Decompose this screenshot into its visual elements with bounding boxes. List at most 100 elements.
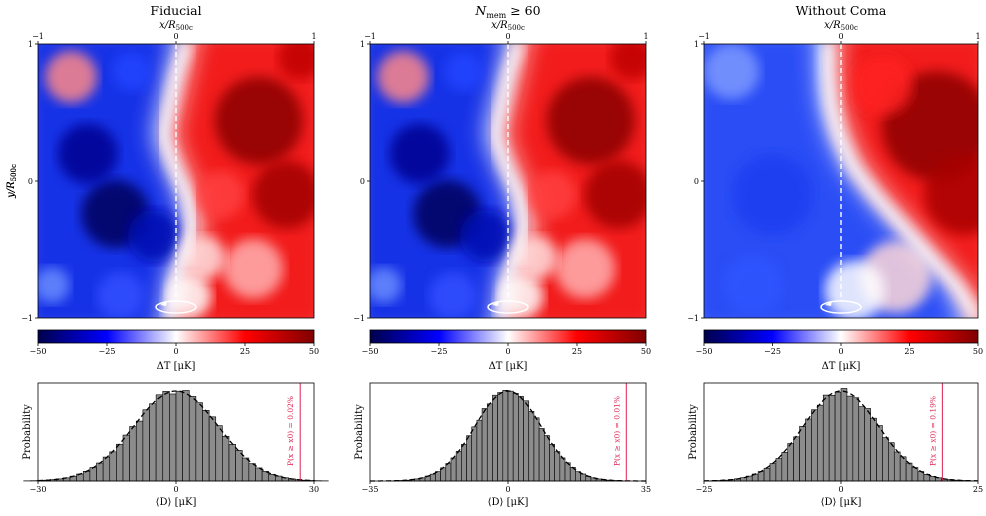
histogram-bar (549, 444, 555, 482)
x-tick-label: 25 (973, 485, 983, 494)
top-x-tick-label: 0 (838, 32, 843, 41)
y-axis-label: Probability (22, 404, 33, 460)
field-structure (252, 160, 314, 229)
histogram-bar (512, 393, 519, 482)
histogram-bar (82, 471, 91, 482)
x-tick-label: 0 (173, 485, 178, 494)
histogram-bar (89, 467, 97, 482)
field-structure (732, 154, 813, 235)
field-structure (852, 55, 913, 116)
histogram-bar (255, 467, 263, 482)
y-tick-label: 1 (360, 40, 365, 49)
histogram-bar (476, 419, 483, 482)
histogram-bar (559, 457, 566, 482)
colorbar-tick-label: −50 (30, 347, 47, 356)
x-axis-label: ⟨D⟩ [μK] (156, 497, 197, 508)
histogram-bar (518, 396, 524, 482)
top-x-tick-label: −1 (698, 32, 710, 41)
probability-annotation: P(x ≥ x0) = 0.19% (928, 396, 937, 466)
x-tick-label: −30 (30, 485, 47, 494)
heatmap-panel-a: Fiducial x/R500c y/R500c −1 0 1 1 0 −1 −50 −25 0 25 5… (6, 3, 319, 372)
histogram-bar (182, 390, 190, 482)
histogram-bar (502, 390, 509, 482)
field-structure (38, 267, 70, 304)
x-tick-label: 0 (505, 485, 510, 494)
field-structure (704, 44, 760, 100)
boundary-ridge (488, 44, 530, 318)
histogram-bar (740, 477, 747, 482)
histogram-bar (828, 395, 836, 482)
field-structure (111, 51, 152, 92)
y-tick-label: 0 (360, 177, 365, 186)
field-structure (370, 267, 402, 304)
field-structure (824, 260, 885, 318)
histogram-bar (538, 428, 545, 482)
field-structure (389, 123, 450, 184)
histogram-bar (116, 443, 124, 482)
temperature-field (704, 44, 978, 318)
histogram-bar (554, 451, 561, 482)
histogram-bar (109, 451, 117, 482)
histogram-bar (455, 451, 462, 482)
colorbar-label: ΔT [μK] (489, 361, 528, 372)
rotation-arrow (825, 301, 832, 307)
histogram-bar (461, 444, 467, 482)
temperature-field (370, 44, 646, 318)
field-structure (546, 76, 635, 165)
histogram-bar (528, 411, 535, 482)
panel-title: Without Coma (796, 3, 887, 18)
top-x-axis-label: x/R500c (159, 20, 193, 32)
histogram-bar (481, 408, 488, 482)
colorbar-tick-label: −25 (99, 347, 116, 356)
field-structure (96, 272, 145, 318)
colorbar (37, 329, 315, 344)
histogram-bar (188, 396, 197, 482)
y-axis-label: y/R500c (6, 164, 18, 199)
histogram-bar (429, 473, 436, 482)
field-structure (513, 235, 558, 280)
field-structure (610, 44, 646, 80)
histogram-bar (899, 456, 907, 482)
y-tick-label: −1 (687, 314, 699, 323)
top-x-tick-label: −1 (364, 32, 376, 41)
y-tick-label: 1 (694, 40, 699, 49)
histogram-bar (175, 390, 183, 482)
histogram-bar (781, 452, 789, 482)
field-structure (428, 272, 477, 318)
top-x-tick-label: 1 (975, 32, 980, 41)
colorbar-label: ΔT [μK] (822, 361, 861, 372)
heatmap-panel-c: Without Coma x/R500c y/R500c −1 0 1 1 0 −1 −50 −25… (6, 3, 983, 372)
histogram-bar (523, 400, 530, 482)
histogram-bar (235, 450, 243, 482)
temperature-field (38, 44, 314, 318)
histogram-bar (876, 425, 883, 482)
field-structure (127, 209, 180, 262)
colorbar-tick-label: 0 (838, 347, 843, 356)
histogram-bar (799, 426, 806, 482)
histogram-bar (580, 473, 587, 482)
x-tick-label: 35 (641, 485, 651, 494)
x-tick-label: 30 (309, 485, 319, 494)
y-axis-label: Probability (354, 404, 365, 460)
colorbar-tick-label: 25 (240, 347, 250, 356)
histogram-bar (888, 442, 895, 482)
gaussian-fit-curve (370, 390, 646, 482)
top-x-axis-label: x/R500c (824, 20, 858, 32)
histogram-bar (135, 420, 144, 482)
y-tick-label: −1 (21, 314, 33, 323)
histogram-bar (202, 410, 210, 482)
y-tick-label: 1 (28, 40, 33, 49)
histogram-bar (208, 416, 217, 482)
field-structure (57, 123, 118, 184)
field-structure (443, 51, 484, 92)
top-x-tick-label: 1 (311, 32, 316, 41)
x-axis-label: ⟨D⟩ [μK] (488, 497, 529, 508)
x-axis-label: ⟨D⟩ [μK] (821, 497, 862, 508)
field-structure (45, 50, 98, 103)
histogram-bar (852, 397, 860, 482)
rotation-ellipse-marker (820, 300, 862, 314)
colorbar-tick-label: 25 (572, 347, 582, 356)
histogram-bar (155, 394, 164, 482)
histogram-bar (793, 436, 800, 482)
x-tick-label: −35 (362, 485, 379, 494)
